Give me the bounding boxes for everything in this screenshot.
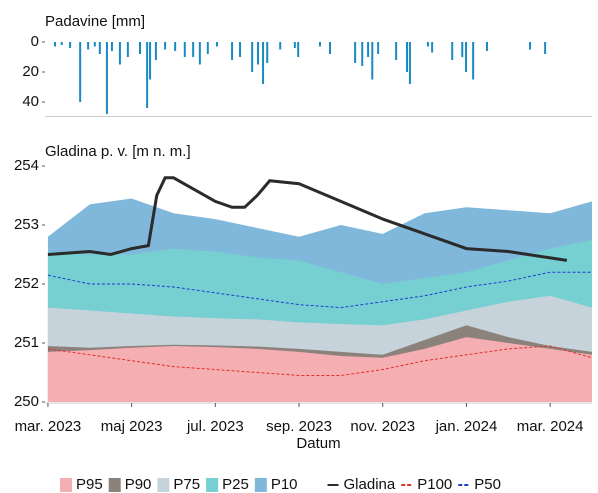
precip-bar [354,42,357,63]
precip-bar [164,42,167,50]
precip-bar [87,42,90,50]
precip-bar [408,42,411,84]
x-tick-label: mar. 2023 [15,418,82,435]
legend-label: P100 [417,476,452,493]
precip-bar [231,42,234,60]
precip-bar [395,42,398,60]
x-tick-label: jan. 2024 [435,418,498,435]
series-line [47,271,592,309]
legend-label: P75 [173,476,200,493]
precip-bar [93,42,96,47]
precip-bar [239,42,242,57]
legend-label: P50 [474,476,501,493]
precip-bar [105,42,108,114]
precip-bar [293,42,296,48]
precip-bar [529,42,532,50]
precip-bar [377,42,380,54]
legend-swatch [108,478,121,492]
x-tick-label: nov. 2023 [350,418,415,435]
precip-bar [183,42,186,57]
legend-label: P10 [271,476,298,493]
precip-bar [206,42,209,54]
precip-bar [192,42,195,57]
precip-bar [451,42,454,60]
precip-bar [110,42,113,51]
precip-bar [297,42,300,57]
y-tick-label: 40 [22,93,39,110]
legend-label: P95 [76,476,103,493]
precip-bar [461,42,464,57]
precip-bar [98,42,101,54]
x-tick-label: jul. 2023 [186,418,244,435]
precip-bar [79,42,82,102]
x-tick-label: maj 2023 [101,418,163,435]
precip-bar [149,42,152,80]
precip-bar [126,42,129,57]
precip-bar [139,42,142,54]
legend-swatch [254,478,267,492]
precip-bar [266,42,269,63]
precip-bar [371,42,374,80]
y-tick-label: 254 [14,157,39,174]
precip-bar [426,42,429,47]
precip-bar [174,42,177,51]
precip-bar [54,42,57,47]
precip-bar [318,42,321,47]
legend-label: Gladina [344,476,396,493]
precip-bar [406,42,409,72]
precip-bar [154,42,157,60]
precip-bar [329,42,332,54]
y-tick-label: 20 [22,63,39,80]
series-line [47,176,568,262]
x-tick-label: mar. 2024 [517,418,584,435]
x-tick-label: sep. 2023 [266,418,332,435]
y-tick-label: 252 [14,275,39,292]
legend-swatch [60,478,72,492]
precip-bar [262,42,265,84]
series-line [47,345,593,376]
precip-bar [472,42,475,80]
precip-bar [251,42,254,72]
panel-title: Padavine [mm] [45,13,145,30]
precip-bar [465,42,468,72]
precip-bar [544,42,547,54]
x-axis-title: Datum [296,435,340,452]
legend-label: P25 [222,476,249,493]
legend-label: P90 [125,476,152,493]
panel-title: Gladina p. v. [m n. m.] [45,143,191,160]
precip-bar [367,42,370,57]
precip-bar [431,42,434,53]
precip-bar [216,42,219,47]
y-tick-label: 253 [14,216,39,233]
precip-bar [146,42,149,108]
precip-bar [485,42,488,51]
precip-bar [257,42,260,65]
percentile-band [47,337,592,402]
y-tick-label: 251 [14,334,39,351]
precip-bar [198,42,201,65]
precip-bar [118,42,121,65]
legend-swatch [206,478,219,492]
precip-bar [69,42,72,48]
precip-bar [361,42,364,66]
legend-swatch [157,478,170,492]
y-tick-label: 250 [14,393,39,410]
precip-bar [279,42,282,50]
y-tick-label: 0 [31,33,39,50]
precip-bar [60,42,63,45]
